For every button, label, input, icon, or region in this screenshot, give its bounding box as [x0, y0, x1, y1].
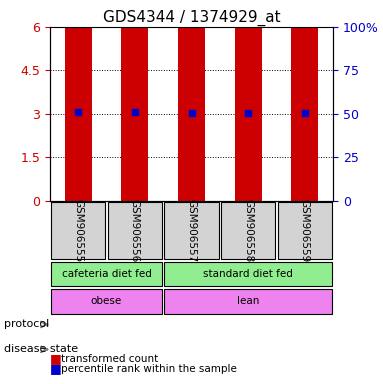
FancyBboxPatch shape	[278, 202, 332, 259]
Text: protocol: protocol	[4, 319, 49, 329]
Text: GSM906555: GSM906555	[73, 199, 83, 262]
Text: cafeteria diet fed: cafeteria diet fed	[62, 269, 151, 279]
FancyBboxPatch shape	[221, 202, 275, 259]
FancyBboxPatch shape	[164, 289, 332, 313]
Text: ■: ■	[50, 362, 62, 375]
FancyBboxPatch shape	[164, 202, 219, 259]
Bar	[121, 27, 149, 201]
Text: transformed count: transformed count	[61, 354, 159, 364]
Text: GSM906556: GSM906556	[130, 199, 140, 262]
Bar	[178, 27, 205, 201]
Text: lean: lean	[237, 296, 259, 306]
Text: standard diet fed: standard diet fed	[203, 269, 293, 279]
FancyBboxPatch shape	[108, 202, 162, 259]
Title: GDS4344 / 1374929_at: GDS4344 / 1374929_at	[103, 9, 280, 25]
Text: disease state: disease state	[4, 344, 78, 354]
FancyBboxPatch shape	[51, 262, 162, 286]
FancyBboxPatch shape	[164, 262, 332, 286]
Text: ■: ■	[50, 353, 62, 366]
Text: GSM906558: GSM906558	[243, 199, 253, 262]
Bar	[234, 27, 262, 201]
FancyBboxPatch shape	[51, 289, 162, 313]
Text: obese: obese	[91, 296, 122, 306]
Text: GSM906559: GSM906559	[300, 199, 310, 262]
Text: percentile rank within the sample: percentile rank within the sample	[61, 364, 237, 374]
Text: GSM906557: GSM906557	[187, 199, 196, 262]
FancyBboxPatch shape	[51, 202, 105, 259]
Bar	[291, 27, 319, 201]
Bar	[64, 27, 92, 201]
